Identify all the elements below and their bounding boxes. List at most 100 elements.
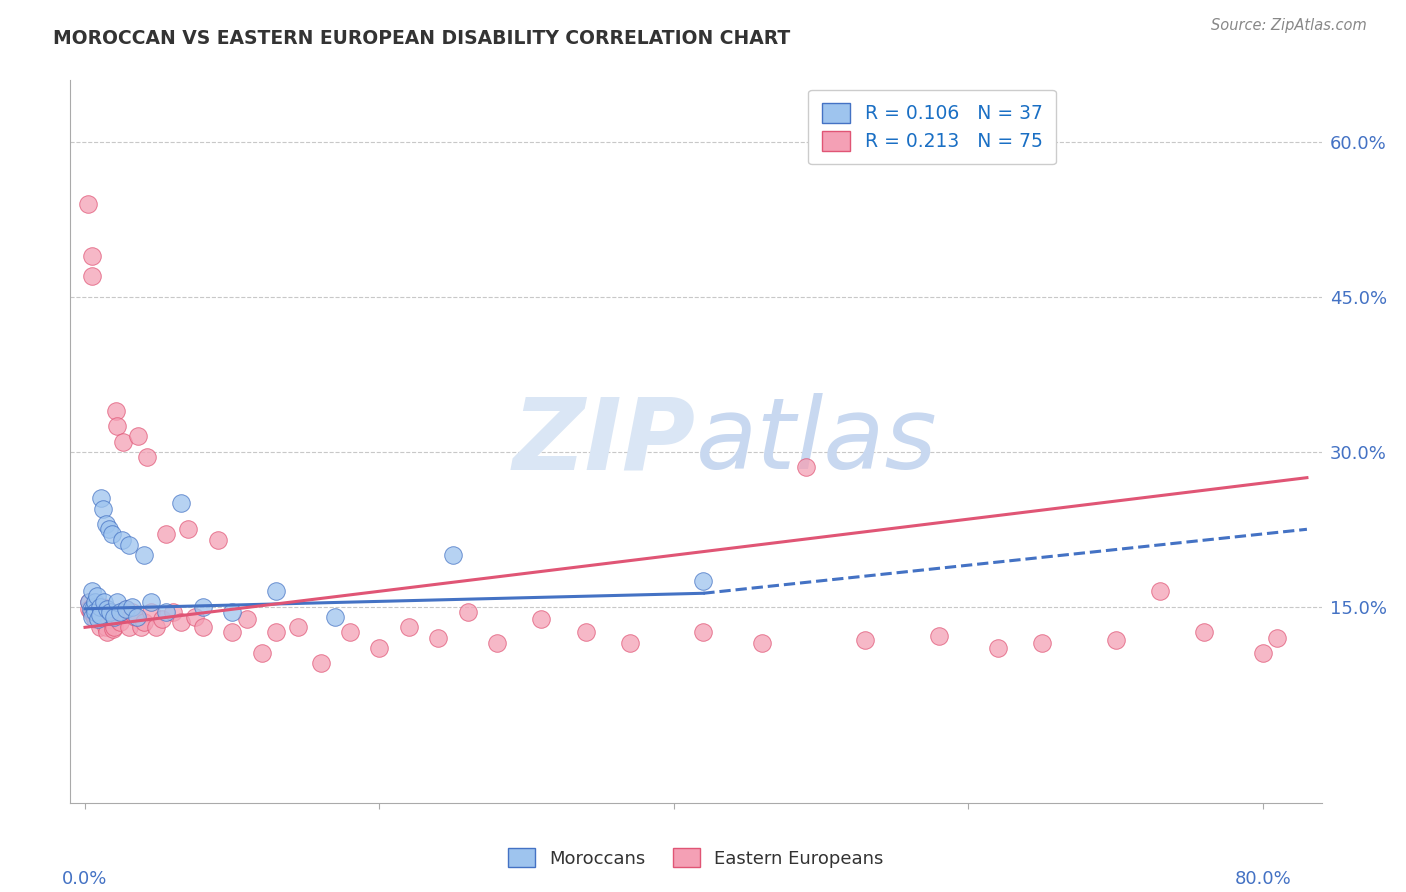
Point [82, 269, 104, 284]
Point [457, 605, 479, 619]
Point [398, 620, 420, 634]
Point [107, 419, 129, 434]
Point [110, 605, 132, 619]
Text: 80.0%: 80.0% [1234, 870, 1291, 888]
Point [112, 434, 135, 449]
Point [115, 601, 138, 615]
Point [574, 625, 596, 640]
Point [124, 610, 146, 624]
Point [94, 620, 117, 634]
Point [93, 605, 115, 619]
Point [101, 623, 124, 637]
Point [97, 522, 120, 536]
Point [323, 610, 346, 624]
Point [129, 620, 152, 634]
Point [1104, 632, 1126, 647]
Point [619, 636, 641, 650]
Point [89, 603, 111, 617]
Point [103, 610, 125, 624]
Point [530, 612, 553, 626]
Point [103, 620, 125, 634]
Point [368, 640, 391, 655]
Point [79, 601, 101, 615]
Point [89, 620, 111, 634]
Point [155, 527, 177, 541]
Point [145, 620, 167, 634]
Point [250, 646, 273, 660]
Point [90, 610, 112, 624]
Point [82, 584, 104, 599]
Text: atlas: atlas [696, 393, 938, 490]
Point [132, 548, 155, 562]
Point [82, 599, 104, 614]
Point [928, 629, 950, 643]
Point [86, 610, 108, 624]
Point [191, 620, 214, 634]
Point [96, 601, 118, 615]
Point [110, 615, 132, 630]
Point [89, 607, 111, 622]
Point [96, 625, 118, 640]
Point [150, 612, 173, 626]
Point [177, 522, 200, 536]
Point [184, 610, 207, 624]
Point [93, 594, 115, 608]
Point [287, 620, 309, 634]
Point [1149, 584, 1171, 599]
Point [266, 625, 288, 640]
Point [141, 605, 163, 619]
Text: 0.0%: 0.0% [62, 870, 108, 888]
Point [86, 590, 108, 604]
Point [104, 403, 127, 417]
Point [236, 612, 259, 626]
Point [79, 594, 101, 608]
Point [266, 584, 288, 599]
Point [82, 249, 104, 263]
Point [98, 605, 121, 619]
Point [118, 538, 141, 552]
Point [127, 429, 149, 443]
Point [486, 636, 509, 650]
Point [796, 460, 818, 475]
Point [83, 607, 105, 622]
Text: ZIP: ZIP [513, 393, 696, 490]
Point [77, 197, 100, 211]
Point [141, 594, 163, 608]
Point [1192, 625, 1215, 640]
Point [89, 599, 111, 614]
Point [90, 491, 112, 506]
Point [170, 496, 193, 510]
Point [162, 605, 184, 619]
Point [853, 632, 876, 647]
Point [441, 548, 464, 562]
Point [97, 612, 120, 626]
Point [98, 605, 121, 619]
Point [86, 601, 108, 615]
Point [80, 601, 103, 615]
Point [111, 533, 134, 547]
Point [84, 605, 107, 619]
Point [100, 527, 122, 541]
Point [427, 631, 450, 645]
Point [96, 601, 118, 615]
Text: Source: ZipAtlas.com: Source: ZipAtlas.com [1211, 18, 1367, 33]
Point [87, 612, 110, 626]
Point [94, 517, 117, 532]
Point [221, 605, 243, 619]
Point [1267, 631, 1289, 645]
Point [80, 605, 103, 619]
Point [91, 599, 114, 614]
Point [170, 615, 193, 630]
Point [115, 601, 138, 615]
Point [125, 610, 148, 624]
Point [692, 574, 714, 588]
Text: MOROCCAN VS EASTERN EUROPEAN DISABILITY CORRELATION CHART: MOROCCAN VS EASTERN EUROPEAN DISABILITY … [53, 29, 790, 47]
Point [111, 605, 134, 619]
Point [692, 625, 714, 640]
Point [84, 612, 107, 626]
Point [107, 594, 129, 608]
Point [87, 598, 110, 612]
Point [91, 501, 114, 516]
Point [135, 450, 157, 464]
Point [100, 610, 122, 624]
